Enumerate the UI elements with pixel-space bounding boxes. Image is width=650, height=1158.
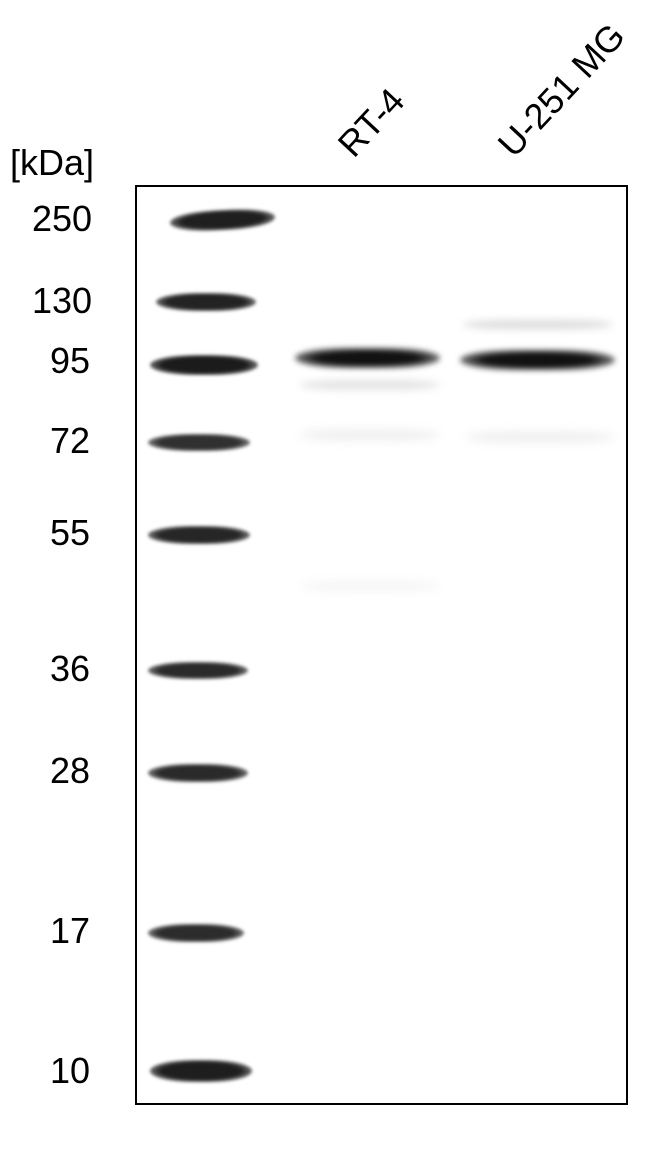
ladder-label: 28 xyxy=(50,750,90,792)
ladder-label: 55 xyxy=(50,512,90,554)
ladder-label: 95 xyxy=(50,340,90,382)
axis-unit-label: [kDa] xyxy=(10,142,94,184)
ladder-label: 10 xyxy=(50,1050,90,1092)
ladder-label: 72 xyxy=(50,420,90,462)
faint-band xyxy=(300,380,440,390)
blot-figure: [kDa] 250 130 95 72 55 36 28 17 10 RT-4 U-251 MG xyxy=(0,0,650,1158)
ladder-band xyxy=(150,355,258,375)
ladder-band xyxy=(148,526,250,544)
faint-band xyxy=(465,432,615,442)
ladder-band xyxy=(148,662,248,679)
ladder-label: 17 xyxy=(50,910,90,952)
sample-band xyxy=(460,350,615,370)
sample-band xyxy=(295,348,440,368)
ladder-label: 130 xyxy=(32,280,92,322)
lane-label: U-251 MG xyxy=(490,15,634,165)
ladder-band xyxy=(148,924,244,942)
ladder-label: 36 xyxy=(50,648,90,690)
faint-band xyxy=(463,320,613,329)
ladder-band xyxy=(156,293,256,311)
lane-label: RT-4 xyxy=(330,80,413,165)
ladder-label: 250 xyxy=(32,198,92,240)
ladder-band xyxy=(148,434,250,451)
faint-band xyxy=(300,430,440,440)
faint-band xyxy=(300,582,440,590)
ladder-band xyxy=(150,1060,252,1082)
ladder-band xyxy=(148,764,248,782)
